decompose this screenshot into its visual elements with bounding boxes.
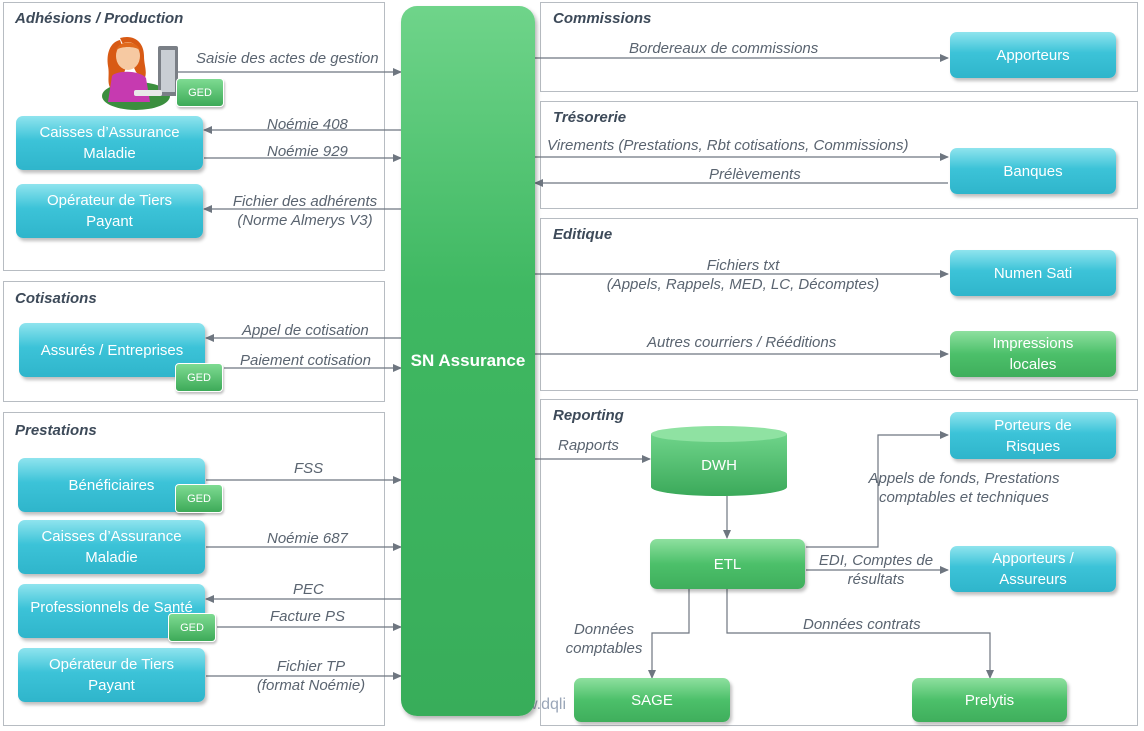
panel-title-adhesions: Adhésions / Production bbox=[15, 10, 184, 27]
box-beneficiaires: Bénéficiaires bbox=[18, 458, 205, 512]
label-fichier-tp: Fichier TP (format Noémie) bbox=[240, 657, 382, 695]
label-appel-cotisation: Appel de cotisation bbox=[242, 322, 369, 339]
label-fichiers-txt: Fichiers txt (Appels, Rappels, MED, LC, … bbox=[573, 256, 913, 294]
box-label: Opérateur de Tiers Payant bbox=[46, 192, 173, 230]
label-line: (Appels, Rappels, MED, LC, Décomptes) bbox=[606, 276, 880, 293]
box-caisses-assurance-maladie-2: Caisses d’Assurance Maladie bbox=[18, 520, 205, 574]
box-sage: SAGE bbox=[574, 678, 730, 722]
box-impressions-locales: Impressions locales bbox=[950, 331, 1116, 377]
label-paiement-cotisation: Paiement cotisation bbox=[240, 352, 371, 369]
box-label: Caisses d’Assurance Maladie bbox=[41, 528, 182, 566]
box-label: Apporteurs / Assureurs bbox=[992, 550, 1074, 588]
label-fss: FSS bbox=[294, 460, 324, 477]
box-label: Numen Sati bbox=[993, 264, 1073, 282]
box-porteurs-risques: Porteurs de Risques bbox=[950, 412, 1116, 459]
label-virements: Virements (Prestations, Rbt cotisations,… bbox=[547, 137, 909, 154]
label-line: comptables bbox=[565, 640, 643, 657]
label-line: (Norme Almerys V3) bbox=[237, 212, 373, 229]
box-label: Opérateur de Tiers Payant bbox=[48, 656, 175, 694]
label-rapports: Rapports bbox=[558, 437, 619, 454]
watermark-text: w.dqli bbox=[526, 696, 567, 713]
label-prelevements: Prélèvements bbox=[709, 166, 801, 183]
ged-badge-beneficiaires: GED bbox=[175, 484, 223, 513]
box-apporteurs: Apporteurs bbox=[950, 32, 1116, 78]
dwh-label-area: DWH bbox=[650, 445, 788, 485]
label-line: Fichier TP bbox=[276, 658, 346, 675]
box-label: Impressions locales bbox=[992, 335, 1074, 373]
box-label: Assurés / Entreprises bbox=[40, 341, 184, 359]
box-apporteurs-assureurs: Apporteurs / Assureurs bbox=[950, 546, 1116, 592]
central-block-sn-assurance: SN Assurance bbox=[401, 6, 535, 716]
panel-title-commissions: Commissions bbox=[553, 10, 652, 27]
ged-badge-saisie: GED bbox=[176, 78, 224, 107]
box-label: Porteurs de Risques bbox=[994, 416, 1072, 455]
label-facture-ps: Facture PS bbox=[270, 608, 346, 625]
box-prelytis: Prelytis bbox=[912, 678, 1067, 722]
label-line: Données bbox=[573, 621, 635, 638]
box-operateur-tiers-payant-2: Opérateur de Tiers Payant bbox=[18, 648, 205, 702]
label-noemie408: Noémie 408 bbox=[267, 116, 348, 133]
box-label: Prelytis bbox=[964, 691, 1015, 709]
arrow-etl-prelytis bbox=[726, 589, 994, 679]
arrow-etl-sage bbox=[648, 589, 690, 679]
label-noemie929: Noémie 929 bbox=[267, 143, 348, 160]
dwh-database-icon bbox=[651, 426, 787, 496]
label-saisie: Saisie des actes de gestion bbox=[196, 50, 379, 67]
label-line: Fichiers txt bbox=[706, 257, 780, 274]
box-numen-sati: Numen Sati bbox=[950, 250, 1116, 296]
box-label: Professionnels de Santé bbox=[30, 598, 193, 616]
dwh-label: DWH bbox=[701, 456, 737, 474]
label-appels-fonds: Appels de fonds, Prestations comptables … bbox=[846, 469, 1082, 507]
box-banques: Banques bbox=[950, 148, 1116, 194]
box-label: Bénéficiaires bbox=[68, 476, 155, 494]
box-caisses-assurance-maladie-1: Caisses d’Assurance Maladie bbox=[16, 116, 203, 170]
label-autres-courriers: Autres courriers / Rééditions bbox=[647, 334, 837, 351]
box-label: ETL bbox=[713, 555, 742, 573]
box-label: Caisses d’Assurance Maladie bbox=[39, 124, 180, 162]
label-pec: PEC bbox=[293, 581, 324, 598]
arrow-etl-porteurs bbox=[806, 431, 949, 548]
panel-title-reporting: Reporting bbox=[553, 407, 624, 424]
label-donnees-comptables: Données comptables bbox=[552, 620, 656, 658]
label-edi: EDI, Comptes de résultats bbox=[806, 551, 946, 589]
box-etl: ETL bbox=[650, 539, 805, 589]
box-label: Apporteurs bbox=[996, 46, 1070, 64]
label-line: (format Noémie) bbox=[256, 677, 366, 694]
label-line: EDI, Comptes de bbox=[818, 552, 934, 569]
box-label: SAGE bbox=[631, 691, 673, 709]
box-label: Banques bbox=[1003, 162, 1063, 180]
panel-title-cotisations: Cotisations bbox=[15, 290, 97, 307]
panel-title-prestations: Prestations bbox=[15, 422, 97, 439]
central-label: SN Assurance bbox=[410, 351, 526, 370]
label-line: résultats bbox=[847, 571, 905, 588]
ged-badge-professionnels: GED bbox=[168, 613, 216, 642]
panel-title-tresorerie: Trésorerie bbox=[553, 109, 627, 126]
label-bordereaux: Bordereaux de commissions bbox=[629, 40, 819, 57]
ged-badge-cotisations: GED bbox=[175, 363, 223, 392]
label-noemie687: Noémie 687 bbox=[267, 530, 348, 547]
label-donnees-contrats: Données contrats bbox=[803, 616, 921, 633]
box-operateur-tiers-payant-1: Opérateur de Tiers Payant bbox=[16, 184, 203, 238]
box-assures-entreprises: Assurés / Entreprises bbox=[19, 323, 205, 377]
panel-title-editique: Editique bbox=[553, 226, 613, 243]
label-line: comptables et techniques bbox=[878, 489, 1050, 506]
label-line: Appels de fonds, Prestations bbox=[868, 470, 1060, 487]
user-at-computer-icon bbox=[102, 36, 178, 110]
label-line: Fichier des adhérents bbox=[232, 193, 378, 210]
label-fichier-adherents: Fichier des adhérents (Norme Almerys V3) bbox=[220, 192, 390, 230]
